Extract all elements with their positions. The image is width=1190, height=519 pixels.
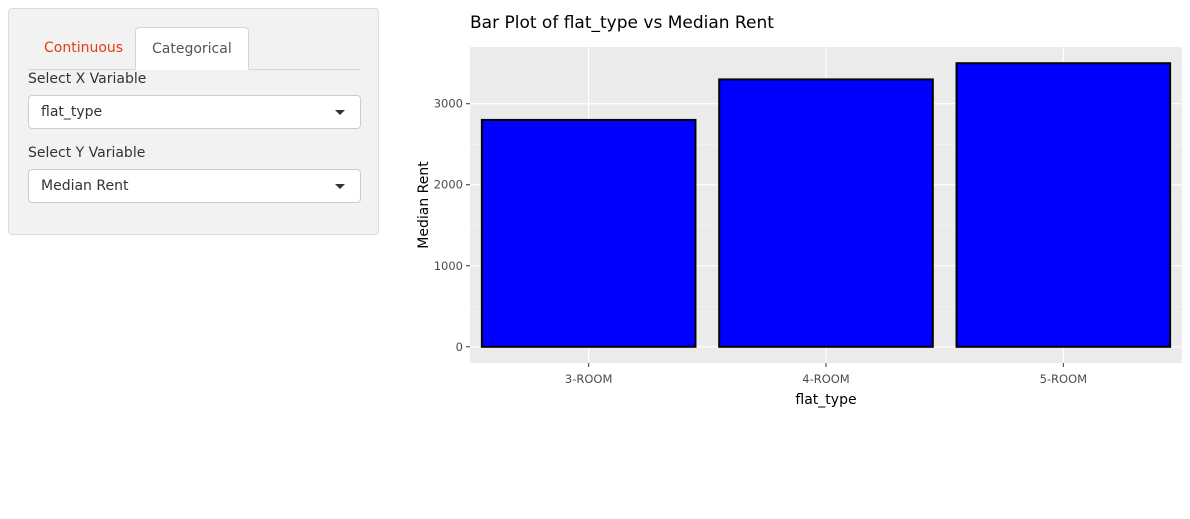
tab-categorical[interactable]: Categorical — [135, 27, 249, 70]
y-tick-label: 1000 — [434, 259, 463, 273]
x-variable-select[interactable]: flat_type — [28, 95, 361, 129]
x-variable-value: flat_type — [41, 104, 103, 120]
bar-5-room — [955, 62, 1172, 348]
bar-4-room — [718, 78, 934, 348]
chevron-down-icon — [335, 110, 345, 115]
chart-title: Bar Plot of flat_type vs Median Rent — [470, 13, 774, 33]
x-tick-label: 5-ROOM — [1040, 372, 1087, 386]
y-variable-value: Median Rent — [41, 178, 129, 194]
tab-bar: Continuous Categorical — [28, 27, 361, 70]
y-tick-label: 3000 — [434, 97, 463, 111]
y-tick-label: 0 — [456, 340, 463, 354]
x-axis-title: flat_type — [795, 392, 856, 408]
tab-continuous[interactable]: Continuous — [44, 40, 124, 56]
x-tick-label: 4-ROOM — [802, 372, 849, 386]
bar-chart: Bar Plot of flat_type vs Median Rent 0 10… — [400, 0, 1190, 424]
x-variable-label: Select X Variable — [28, 71, 147, 87]
y-axis-title: Median Rent — [416, 161, 432, 249]
axes: 0 1000 2000 3000 3-ROOM 4-ROOM 5-ROOM — [434, 97, 1087, 386]
sidebar-panel: Continuous Categorical Select X Variable… — [8, 8, 379, 235]
bars — [480, 62, 1172, 348]
bar-chart-svg: Bar Plot of flat_type vs Median Rent 0 10… — [416, 13, 1182, 408]
chevron-down-icon — [335, 184, 345, 189]
y-variable-label: Select Y Variable — [28, 145, 146, 161]
bar-3-room — [480, 118, 697, 348]
y-variable-select[interactable]: Median Rent — [28, 169, 361, 203]
y-tick-label: 2000 — [434, 178, 463, 192]
x-tick-label: 3-ROOM — [565, 372, 612, 386]
